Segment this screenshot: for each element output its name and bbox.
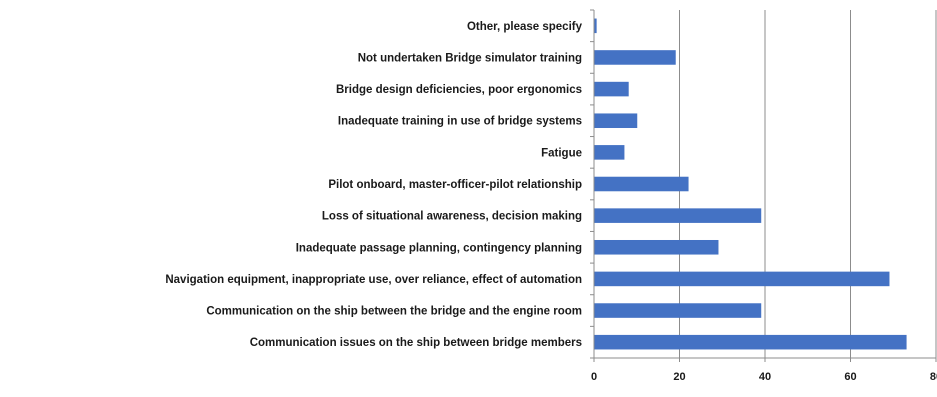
bar (594, 176, 689, 192)
category-label: Communication on the ship between the br… (206, 306, 582, 318)
bar (594, 50, 676, 65)
x-tick-label: 20 (673, 371, 685, 383)
axes (590, 9, 937, 362)
x-tick-label: 0 (591, 371, 597, 383)
bar (594, 113, 638, 129)
category-label: Pilot onboard, master-officer-pilot rela… (328, 179, 582, 191)
bar (594, 303, 762, 318)
category-label: Bridge design deficiencies, poor ergonom… (336, 84, 582, 96)
bar (594, 18, 597, 34)
bar (594, 334, 907, 350)
bar (594, 145, 625, 160)
x-tick-label: 80 (930, 371, 937, 383)
bar (594, 239, 719, 255)
category-label: Not undertaken Bridge simulator training (358, 52, 582, 64)
bar (594, 271, 890, 287)
bar (594, 81, 629, 97)
category-label: Fatigue (541, 147, 582, 159)
category-label: Inadequate passage planning, contingency… (296, 242, 582, 254)
bars (594, 18, 907, 350)
category-label: Other, please specify (467, 21, 583, 33)
x-tick-label: 40 (759, 371, 771, 383)
category-label: Communication issues on the ship between… (250, 337, 582, 349)
category-label: Inadequate training in use of bridge sys… (338, 116, 582, 128)
category-labels: Communication issues on the ship between… (165, 21, 582, 349)
x-tick-label: 60 (844, 371, 856, 383)
category-label: Navigation equipment, inappropriate use,… (165, 274, 582, 286)
bar (594, 208, 762, 223)
category-label: Loss of situational awareness, decision … (322, 211, 582, 223)
x-tick-labels: 0 20 40 60 80 (591, 371, 937, 383)
